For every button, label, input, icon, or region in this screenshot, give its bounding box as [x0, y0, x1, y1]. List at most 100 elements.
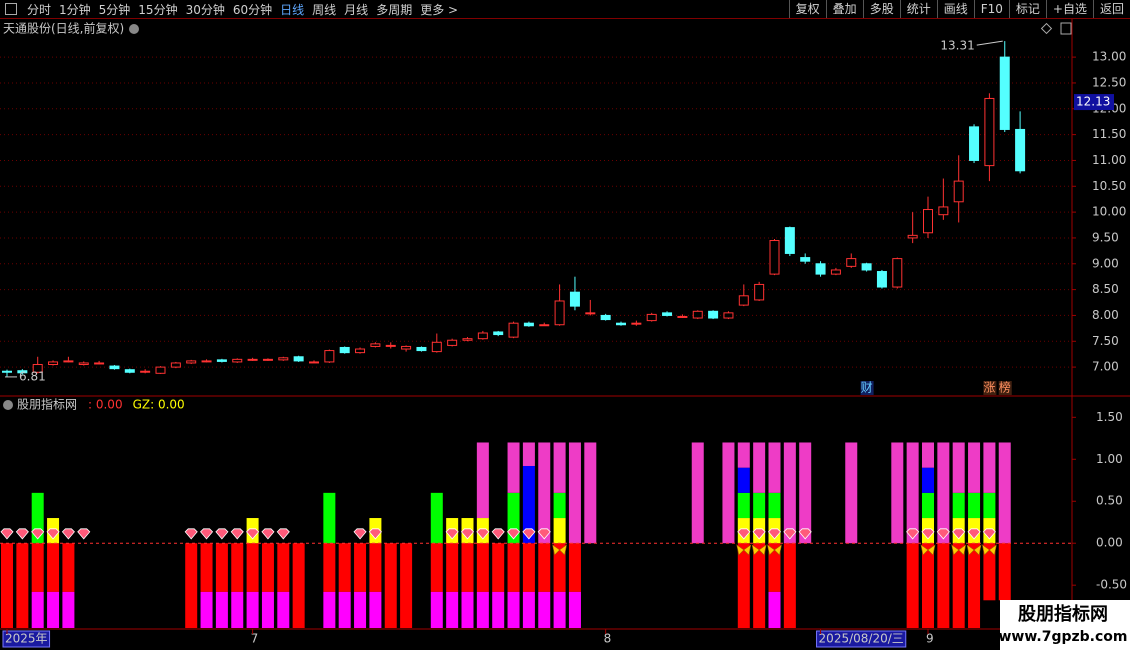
x-tick-label: 7: [251, 632, 259, 646]
period-tab[interactable]: 15分钟: [138, 2, 178, 17]
diamond-marker: [460, 528, 475, 540]
candle-body: [569, 291, 580, 307]
tool-button[interactable]: 标记: [1008, 0, 1046, 18]
indicator-bar: [31, 591, 44, 628]
candle-body: [508, 322, 519, 338]
indicator-bar: [768, 543, 781, 592]
menu-icon[interactable]: [3, 400, 13, 410]
tool-button[interactable]: F10: [973, 0, 1009, 18]
indicator-bar: [538, 442, 551, 544]
indicator-bar: [968, 492, 981, 519]
tool-button[interactable]: +自选: [1045, 0, 1093, 18]
indicator-bar: [384, 543, 397, 628]
indicator-bar: [568, 442, 581, 544]
y-tick-label: 1.50: [1096, 410, 1123, 424]
indicator-bar: [922, 467, 934, 493]
diamond-marker: [61, 528, 75, 540]
candle-body: [876, 271, 887, 288]
period-tab[interactable]: 更多 >: [420, 2, 459, 17]
price-tag-label: 12.13: [1076, 95, 1110, 109]
tool-buttons: 复权 叠加 多股 统计 画线 F10 标记 +自选 返回: [788, 0, 1130, 18]
candle-body: [938, 206, 949, 216]
indicator-bar: [937, 543, 950, 628]
butterfly-marker: [552, 544, 568, 556]
watermark-url: www.7gpzb.com: [998, 629, 1127, 645]
candle-body: [94, 362, 105, 365]
tool-button[interactable]: 叠加: [825, 0, 863, 18]
candle-body: [462, 338, 473, 341]
indicator-bar: [261, 591, 274, 628]
candle-body: [585, 312, 596, 315]
indicator-bar: [922, 543, 934, 628]
indicator-bar: [323, 492, 336, 544]
diamond-marker: [537, 528, 551, 540]
diamond-marker: [906, 528, 920, 540]
period-tab[interactable]: 日线: [280, 2, 305, 17]
indicator-bar: [553, 591, 566, 628]
indicator-bar: [522, 442, 535, 466]
indicator-bar: [968, 442, 981, 493]
period-tab[interactable]: 60分钟: [232, 2, 273, 17]
indicator-bar: [538, 591, 551, 628]
diamond-marker: [507, 528, 521, 540]
high-note: 13.31: [940, 39, 974, 53]
diamond-marker: [982, 528, 996, 540]
tool-button[interactable]: 复权: [788, 0, 826, 18]
indicator-bar: [369, 543, 382, 592]
indicator-bar: [261, 543, 274, 592]
diamond-marker: [767, 528, 782, 540]
indicator-bar: [476, 543, 489, 592]
candle-body: [2, 370, 12, 373]
icon[interactable]: [1060, 22, 1072, 35]
diamond-marker: [952, 528, 966, 540]
indicator-bar: [983, 442, 996, 493]
icon[interactable]: [1040, 22, 1053, 35]
period-tab[interactable]: 月线: [344, 2, 369, 17]
candle-body: [477, 332, 488, 340]
indicator-bar: [446, 543, 459, 592]
menu-icon[interactable]: [129, 24, 139, 34]
indicator-bar: [215, 591, 228, 628]
indicator-bar: [62, 543, 75, 592]
indicator-bar: [338, 591, 351, 628]
candle-body: [109, 365, 120, 370]
period-tab[interactable]: 5分钟: [98, 2, 131, 17]
indicator-bar: [783, 543, 796, 628]
indicator-bar: [737, 467, 750, 493]
indicator-bar: [1, 543, 13, 628]
y-tick-label: 8.00: [1092, 308, 1119, 322]
period-tab[interactable]: 多周期: [376, 2, 413, 17]
indicator-bar: [998, 442, 1011, 544]
y-tick-label: 9.00: [1092, 256, 1119, 270]
diamond-marker: [46, 528, 60, 540]
tool-button[interactable]: 多股: [862, 0, 900, 18]
period-tab[interactable]: 1分钟: [59, 2, 91, 17]
cursor-date-bg: [2, 630, 51, 648]
candle-body: [754, 283, 765, 301]
tool-button[interactable]: 返回: [1092, 0, 1130, 18]
indicator-bar: [507, 591, 520, 628]
diamond-marker: [783, 528, 797, 540]
indicator-bar: [553, 543, 566, 592]
candle-body: [232, 358, 243, 363]
indicator-bar: [461, 591, 474, 628]
diamond-marker: [31, 528, 45, 540]
tool-button[interactable]: 统计: [899, 0, 937, 18]
indicator-bar: [492, 591, 505, 628]
period-tab[interactable]: 周线: [312, 2, 337, 17]
butterfly-marker: [751, 544, 767, 556]
y-tick-label: 9.50: [1092, 230, 1119, 244]
watermark-title: 股朋指标网: [1017, 603, 1108, 625]
candle-body: [216, 359, 227, 362]
indicator-bar: [952, 492, 965, 519]
tool-button[interactable]: 画线: [936, 0, 974, 18]
icon[interactable]: [5, 3, 17, 15]
diamond-marker: [798, 528, 812, 540]
period-tab[interactable]: 30分钟: [185, 2, 225, 17]
indicator-bar: [906, 442, 919, 544]
indicator-bar: [446, 591, 459, 628]
candle-body: [48, 361, 59, 366]
period-tab[interactable]: 分时: [27, 2, 52, 17]
y-tick-label: 1.00: [1096, 452, 1123, 466]
candle-body: [17, 370, 28, 374]
